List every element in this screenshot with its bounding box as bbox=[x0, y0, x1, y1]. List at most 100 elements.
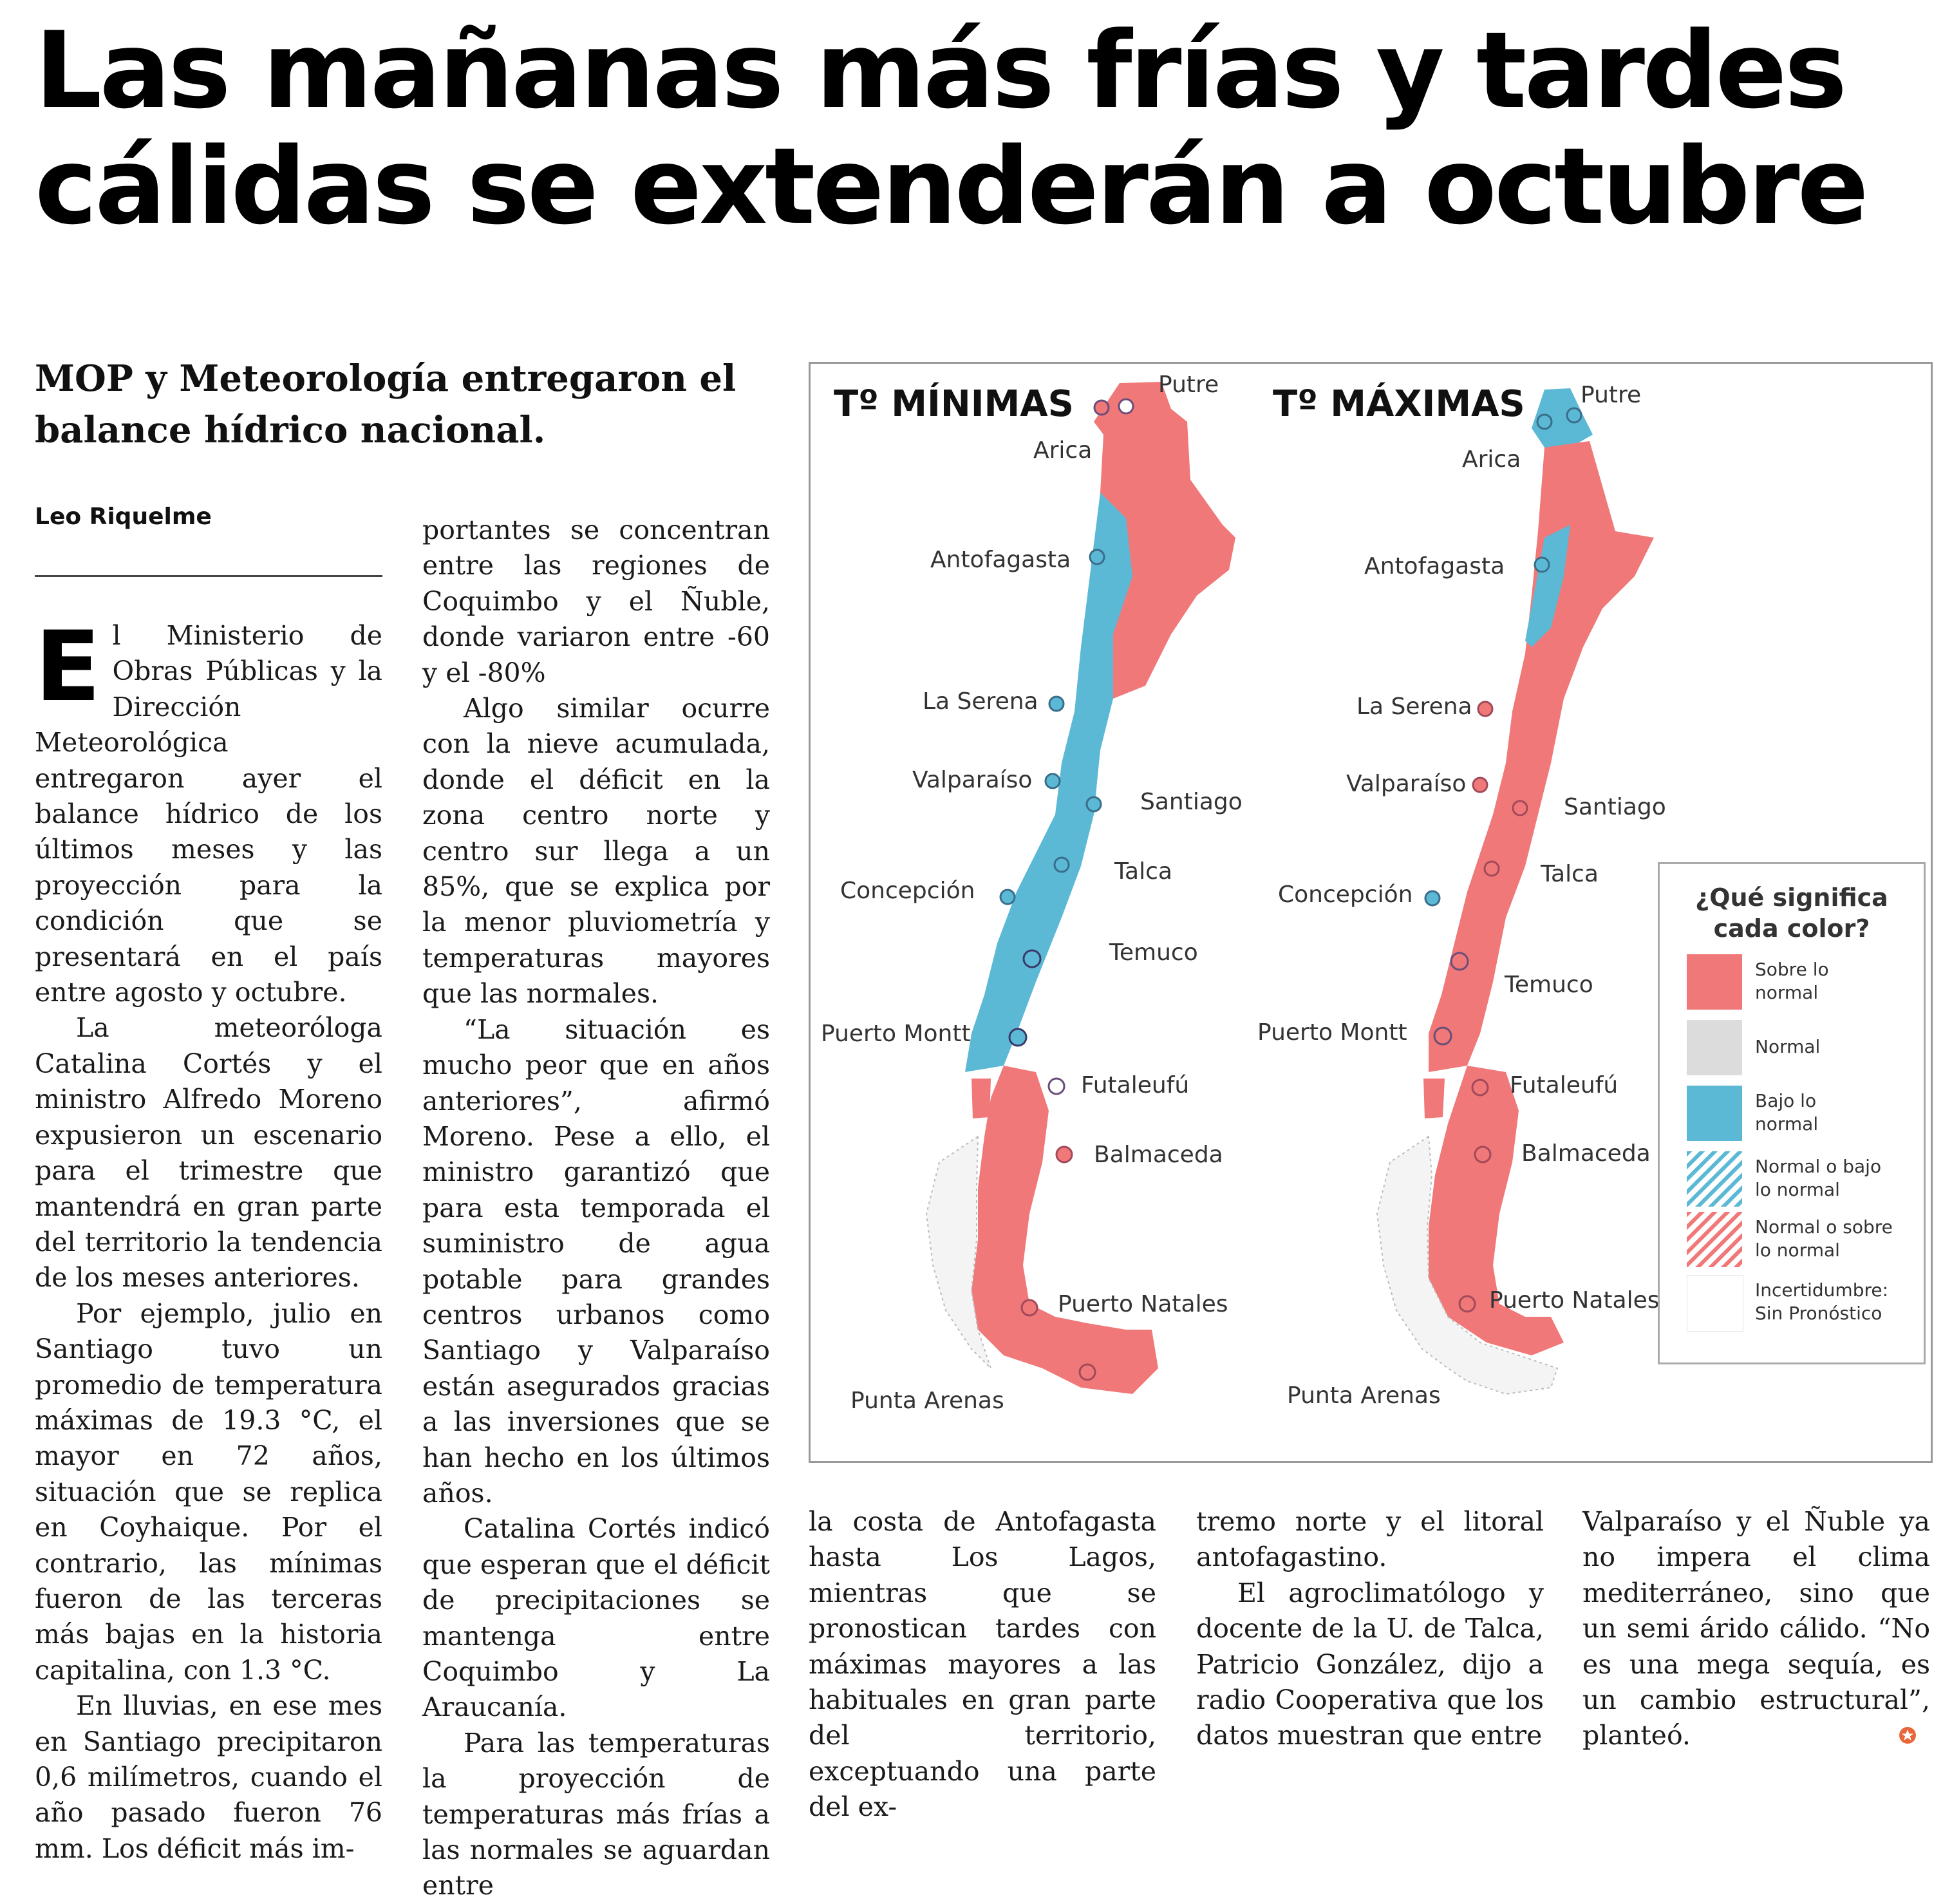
article-column-3: la costa de Antofagasta hasta Los Lagos,… bbox=[809, 1504, 1156, 1825]
map-minimas bbox=[925, 382, 1235, 1394]
legend-label-uncertain: Incertidumbre: Sin Pronóstico bbox=[1755, 1279, 1889, 1324]
swatch-normal-or-above bbox=[1687, 1212, 1742, 1267]
marker-balmaceda-max bbox=[1474, 1145, 1492, 1164]
region-south-above-max bbox=[1429, 1066, 1564, 1355]
end-mark-icon bbox=[1899, 1727, 1916, 1744]
marker-puertonatales-min bbox=[1020, 1299, 1038, 1317]
city-label-puertonatales-min: Puerto Natales bbox=[1058, 1291, 1228, 1317]
map-maximas bbox=[1376, 388, 1654, 1395]
map-title-minimas: Tº MÍNIMAS bbox=[834, 383, 1074, 425]
article-paragraph: Para las temperaturas la proyección de t… bbox=[422, 1727, 770, 1901]
region-central-below-min bbox=[965, 493, 1132, 1072]
article-paragraph: portantes se concentran entre las region… bbox=[422, 514, 770, 688]
city-label-puntaarenas-max: Punta Arenas bbox=[1287, 1382, 1441, 1409]
city-label-putre-min: Putre bbox=[1158, 372, 1219, 398]
swatch-normal bbox=[1687, 1020, 1742, 1075]
city-label-futaleufu-max: Futaleufú bbox=[1510, 1072, 1619, 1098]
marker-concepcion-max bbox=[1424, 890, 1441, 907]
subheadline-line-2: balance hídrico nacional. bbox=[35, 409, 546, 451]
city-label-balmaceda-min: Balmaceda bbox=[1094, 1142, 1223, 1168]
region-north-below-max bbox=[1532, 388, 1593, 448]
city-label-arica-max: Arica bbox=[1462, 446, 1521, 473]
city-label-talca-min: Talca bbox=[1114, 858, 1172, 885]
marker-santiago-min bbox=[1085, 796, 1102, 813]
city-label-laserena-min: La Serena bbox=[923, 688, 1038, 715]
city-label-puertonatales-max: Puerto Natales bbox=[1489, 1287, 1660, 1314]
marker-laserena-min bbox=[1048, 695, 1065, 712]
drop-cap: E bbox=[35, 611, 101, 723]
city-label-balmaceda-max: Balmaceda bbox=[1521, 1140, 1651, 1167]
marker-puertomontt-max bbox=[1433, 1026, 1452, 1046]
city-label-puntaarenas-min: Punta Arenas bbox=[850, 1388, 1004, 1414]
marker-futaleufu-min bbox=[1047, 1077, 1065, 1095]
marker-temuco-min bbox=[1022, 949, 1042, 968]
marker-puertonatales-max bbox=[1458, 1295, 1476, 1313]
marker-antofagasta-max bbox=[1534, 556, 1550, 573]
marker-valparaiso-max bbox=[1472, 777, 1488, 793]
legend-label-normal-or-below: Normal o bajo lo normal bbox=[1755, 1156, 1882, 1200]
city-label-santiago-min: Santiago bbox=[1140, 789, 1243, 815]
byline: Leo Riquelme bbox=[35, 504, 212, 530]
legend-label-below-normal: Bajo lo normal bbox=[1755, 1090, 1819, 1135]
region-chiloe-above-max bbox=[1423, 1079, 1445, 1118]
region-south-above-min bbox=[971, 1066, 1158, 1394]
marker-talca-max bbox=[1483, 860, 1500, 877]
city-label-puertomontt-min: Puerto Montt bbox=[821, 1021, 971, 1047]
marker-arica-max bbox=[1536, 413, 1553, 430]
legend-label-normal: Normal bbox=[1755, 1036, 1821, 1057]
city-label-putre-max: Putre bbox=[1581, 382, 1642, 408]
temperature-map-infographic: Tº MÍNIMAS Tº MÁXIMAS bbox=[809, 362, 1933, 1463]
marker-futaleufu-max bbox=[1471, 1079, 1489, 1097]
marker-talca-min bbox=[1053, 856, 1070, 873]
marker-santiago-max bbox=[1512, 800, 1528, 816]
article-column-4: tremo norte y el litoral antofagastino. … bbox=[1196, 1504, 1544, 1754]
marker-balmaceda-min bbox=[1055, 1145, 1073, 1164]
headline: Las mañanas más frías y tardes cálidas s… bbox=[35, 13, 1928, 245]
region-antofagasta-below-max bbox=[1525, 525, 1570, 647]
city-label-temuco-max: Temuco bbox=[1505, 972, 1593, 998]
city-label-talca-max: Talca bbox=[1541, 861, 1599, 887]
region-fjords-uncertain-max bbox=[1376, 1135, 1559, 1395]
subheadline-line-1: MOP y Meteorología entregaron el bbox=[35, 357, 737, 400]
article-column-2: portantes se concentran entre las region… bbox=[422, 513, 770, 1904]
legend-label-above-normal: Sobre lo normal bbox=[1755, 959, 1829, 1003]
city-label-valparaiso-min: Valparaíso bbox=[912, 767, 1033, 793]
city-label-antofagasta-min: Antofagasta bbox=[930, 547, 1071, 573]
region-north-above-min bbox=[1094, 382, 1235, 699]
headline-line-2: cálidas se extenderán a octubre bbox=[35, 125, 1869, 248]
color-legend: ¿Qué significa cada color? Sobre lo norma… bbox=[1658, 862, 1926, 1364]
city-label-laserena-max: La Serena bbox=[1356, 693, 1472, 720]
marker-concepcion-min bbox=[999, 889, 1016, 905]
city-label-valparaiso-max: Valparaíso bbox=[1346, 771, 1467, 797]
region-fjords-uncertain-min bbox=[925, 1135, 991, 1369]
chile-maps bbox=[925, 382, 1654, 1395]
swatch-above-normal bbox=[1687, 954, 1742, 1010]
article-paragraph: la costa de Antofagasta hasta Los Lagos,… bbox=[809, 1506, 1156, 1823]
map-title-maximas: Tº MÁXIMAS bbox=[1273, 383, 1525, 425]
city-label-santiago-max: Santiago bbox=[1564, 794, 1666, 820]
region-main-above-max bbox=[1429, 441, 1654, 1072]
headline-line-1: Las mañanas más frías y tardes bbox=[35, 9, 1847, 132]
marker-temuco-max bbox=[1450, 952, 1469, 971]
subheadline: MOP y Meteorología entregaron el balance… bbox=[35, 353, 756, 456]
article-paragraph: Algo similar ocurre con la nieve acumula… bbox=[422, 693, 770, 1010]
article-paragraph: El agroclimatólogo y docente de la U. de… bbox=[1196, 1577, 1544, 1751]
city-label-puertomontt-max: Puerto Montt bbox=[1257, 1019, 1407, 1046]
marker-puertomontt-min bbox=[1008, 1028, 1028, 1047]
city-label-antofagasta-max: Antofagasta bbox=[1364, 553, 1505, 580]
city-label-futaleufu-min: Futaleufú bbox=[1081, 1072, 1190, 1098]
city-label-concepcion-min: Concepción bbox=[840, 878, 975, 904]
city-label-temuco-min: Temuco bbox=[1109, 939, 1198, 966]
city-label-arica-min: Arica bbox=[1033, 437, 1093, 464]
legend-title: ¿Qué significa cada color? bbox=[1695, 883, 1888, 943]
marker-valparaiso-min bbox=[1044, 773, 1061, 789]
region-chiloe-above-min bbox=[971, 1079, 991, 1118]
swatch-uncertain bbox=[1687, 1275, 1743, 1332]
marker-arica-min bbox=[1093, 399, 1110, 416]
marker-laserena-max bbox=[1477, 701, 1494, 717]
marker-putre-max bbox=[1566, 407, 1582, 424]
city-label-concepcion-max: Concepción bbox=[1278, 881, 1413, 908]
article-paragraph: Valparaíso y el Ñuble ya no impera el cl… bbox=[1582, 1506, 1930, 1751]
